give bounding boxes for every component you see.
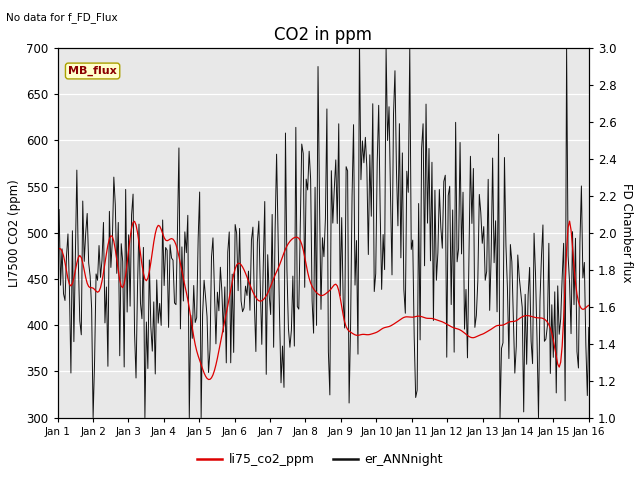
Y-axis label: FD Chamber flux: FD Chamber flux	[620, 183, 633, 283]
Text: No data for f_FD_Flux: No data for f_FD_Flux	[6, 12, 118, 23]
Y-axis label: LI7500 CO2 (ppm): LI7500 CO2 (ppm)	[8, 179, 20, 287]
Legend: li75_co2_ppm, er_ANNnight: li75_co2_ppm, er_ANNnight	[192, 448, 448, 471]
Text: MB_flux: MB_flux	[68, 66, 117, 76]
Title: CO2 in ppm: CO2 in ppm	[274, 25, 372, 44]
